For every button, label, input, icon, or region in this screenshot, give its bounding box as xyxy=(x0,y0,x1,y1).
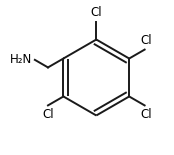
Text: H₂N: H₂N xyxy=(10,53,33,66)
Text: Cl: Cl xyxy=(90,6,102,19)
Text: Cl: Cl xyxy=(140,34,152,47)
Text: Cl: Cl xyxy=(140,108,152,121)
Text: Cl: Cl xyxy=(42,108,54,121)
